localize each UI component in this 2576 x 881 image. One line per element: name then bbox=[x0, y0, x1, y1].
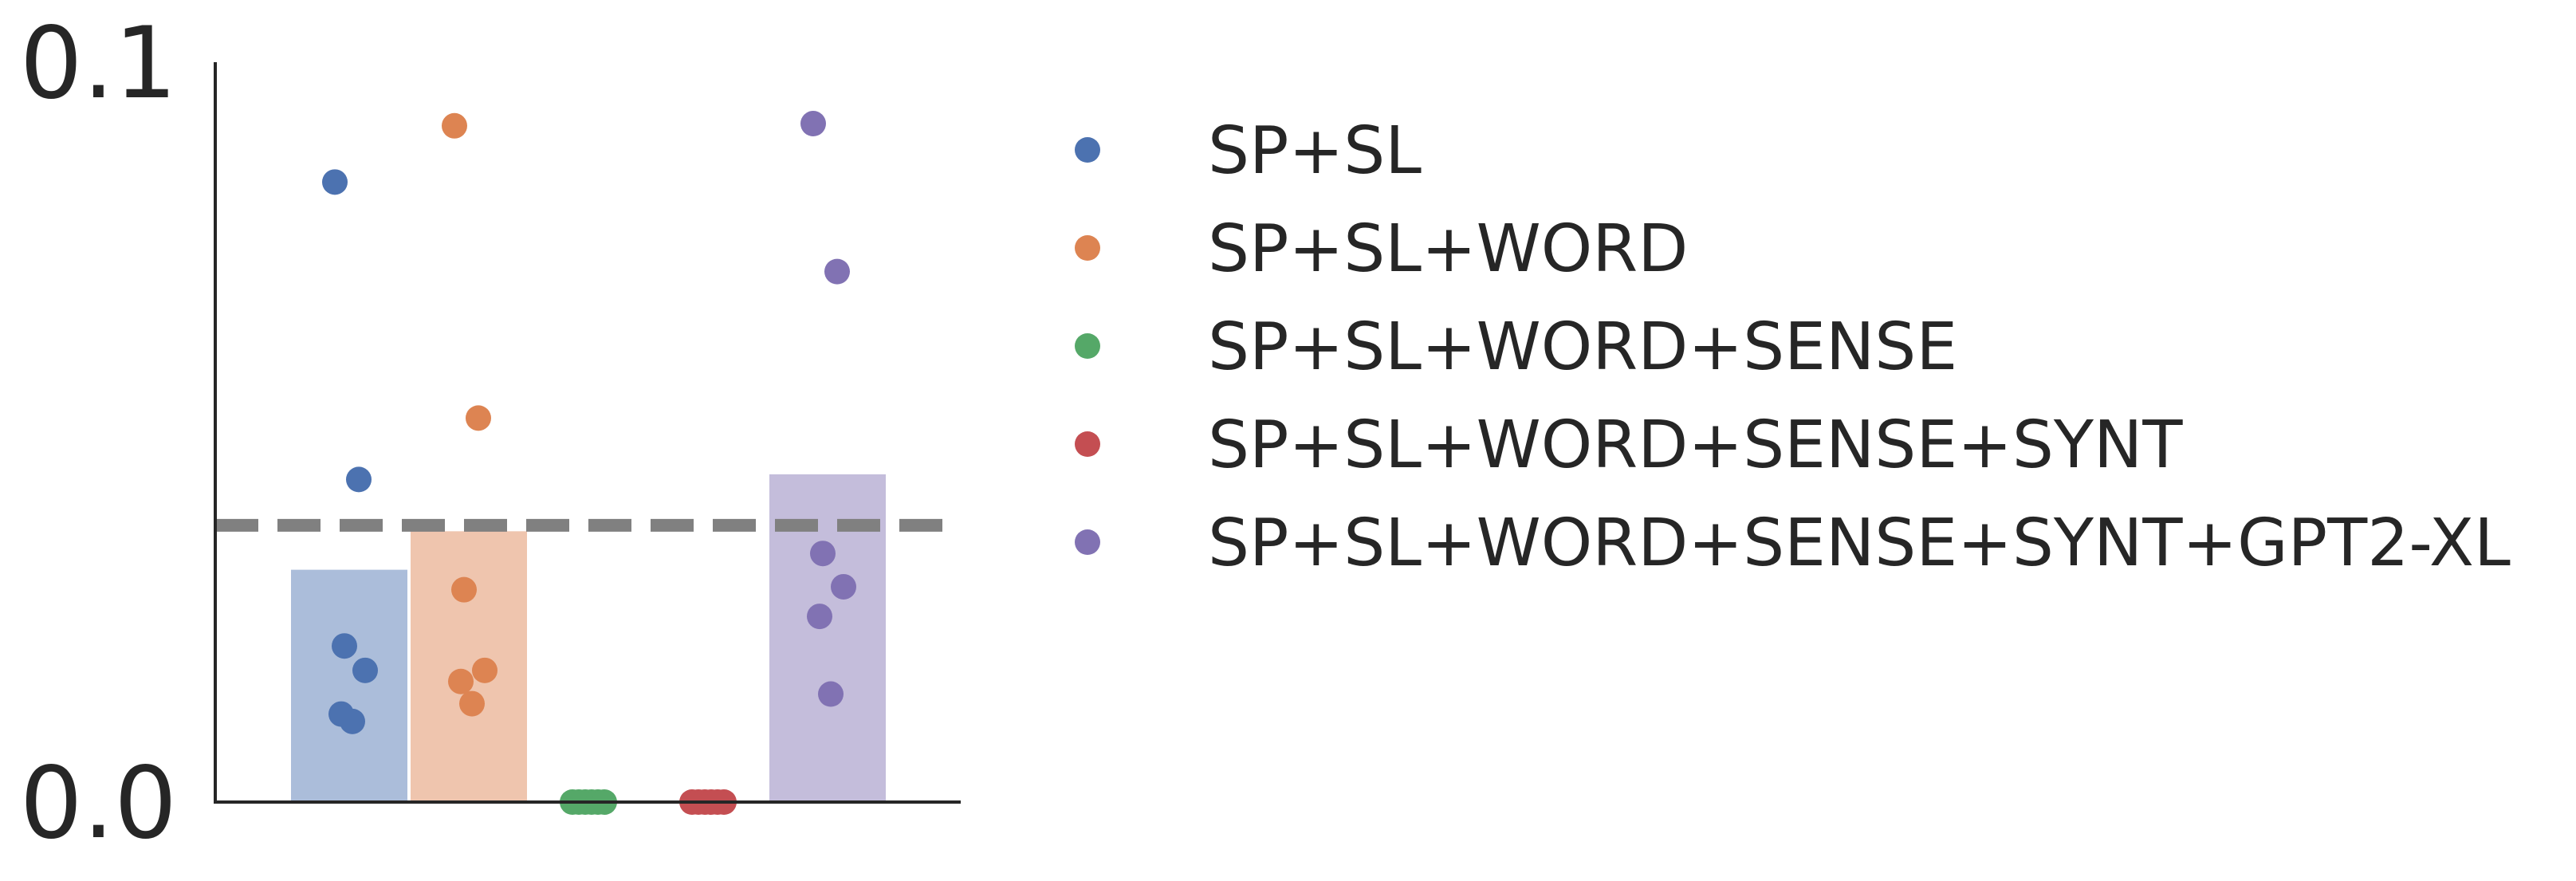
data-point bbox=[346, 466, 372, 493]
data-point bbox=[451, 576, 477, 603]
legend-label: SP+SL+WORD+SENSE+SYNT bbox=[1208, 407, 2183, 483]
legend-marker bbox=[1075, 333, 1100, 359]
data-point bbox=[448, 668, 474, 694]
y-tick-label: 0.1 bbox=[20, 6, 177, 121]
data-point bbox=[466, 405, 491, 431]
y-tick-label: 0.0 bbox=[20, 746, 177, 861]
data-point bbox=[332, 633, 357, 659]
data-point bbox=[459, 690, 485, 717]
legend-marker bbox=[1075, 431, 1100, 457]
bar-0 bbox=[291, 569, 407, 802]
bar-1 bbox=[411, 531, 527, 802]
legend: SP+SL SP+SL+WORD SP+SL+WORD+SENSE SP+SL+WOR… bbox=[1075, 113, 2511, 581]
data-point bbox=[818, 681, 844, 707]
data-point bbox=[824, 258, 850, 285]
data-point bbox=[807, 604, 832, 630]
legend-marker bbox=[1075, 529, 1100, 555]
legend-label: SP+SL+WORD+SENSE bbox=[1208, 309, 1957, 385]
data-point bbox=[810, 541, 836, 567]
legend-label: SP+SL+WORD bbox=[1208, 211, 1688, 287]
points-layer bbox=[322, 111, 856, 815]
data-point bbox=[800, 111, 826, 137]
legend-marker bbox=[1075, 235, 1100, 261]
data-point bbox=[442, 112, 467, 139]
legend-label: SP+SL+WORD+SENSE+SYNT+GPT2-XL bbox=[1208, 505, 2511, 581]
data-point bbox=[472, 657, 498, 683]
data-point bbox=[322, 169, 348, 195]
data-point bbox=[340, 708, 365, 734]
data-point bbox=[831, 573, 856, 600]
legend-label: SP+SL bbox=[1208, 113, 1422, 189]
legend-marker bbox=[1075, 137, 1100, 163]
data-point bbox=[352, 657, 378, 683]
